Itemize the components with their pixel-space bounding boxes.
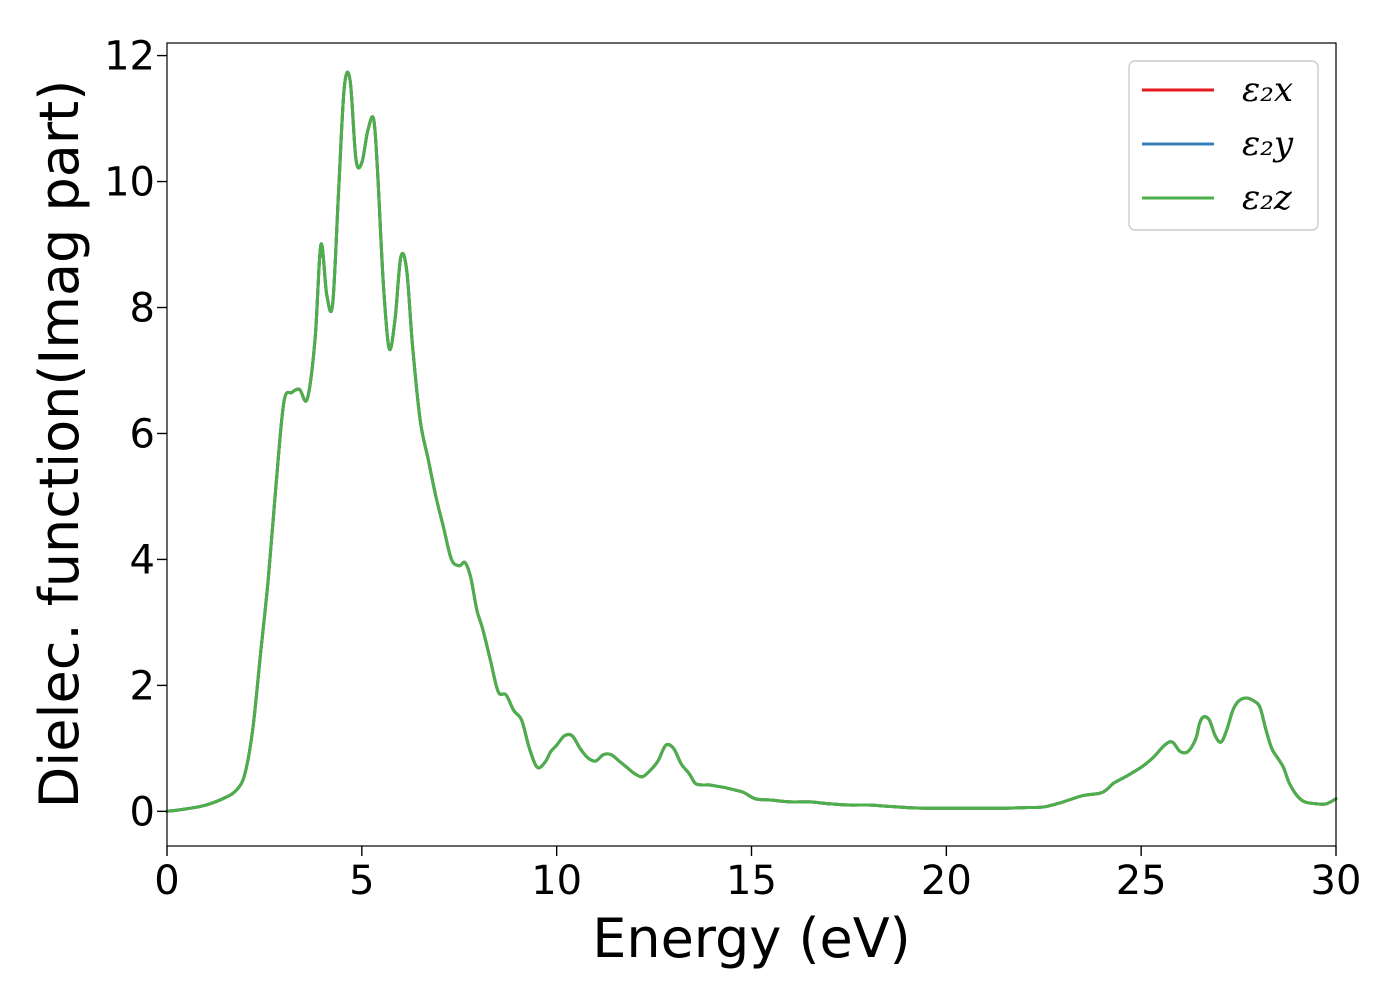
y-tick-label: 8 xyxy=(130,286,155,332)
legend: ε₂x ε₂y ε₂z xyxy=(1128,60,1319,231)
x-tick-label: 20 xyxy=(921,858,972,904)
legend-label: ε₂x xyxy=(1242,70,1293,110)
x-tick-label: 10 xyxy=(531,858,582,904)
y-tick-label: 2 xyxy=(130,663,155,709)
legend-label: ε₂z xyxy=(1242,178,1293,218)
x-axis-label: Energy (eV) xyxy=(592,907,911,970)
y-axis-label: Dielec. function(Imag part) xyxy=(28,80,91,809)
x-tick-label: 15 xyxy=(726,858,777,904)
legend-label: ε₂y xyxy=(1242,124,1294,164)
y-axis: 0 2 4 6 8 10 12 xyxy=(104,34,167,835)
y-tick-label: 0 xyxy=(130,789,155,835)
series-layer xyxy=(165,70,1338,813)
x-tick-label: 0 xyxy=(154,858,179,904)
x-axis: 0 5 10 15 20 25 30 xyxy=(154,846,1361,904)
x-tick-label: 30 xyxy=(1311,858,1362,904)
x-tick-label: 5 xyxy=(349,858,374,904)
y-tick-label: 4 xyxy=(130,537,155,583)
series-line-3 xyxy=(165,70,1338,813)
y-tick-label: 6 xyxy=(130,411,155,457)
y-tick-label: 10 xyxy=(104,160,155,206)
legend-box xyxy=(1128,60,1319,231)
y-tick-label: 12 xyxy=(104,34,155,80)
x-tick-label: 25 xyxy=(1116,858,1167,904)
